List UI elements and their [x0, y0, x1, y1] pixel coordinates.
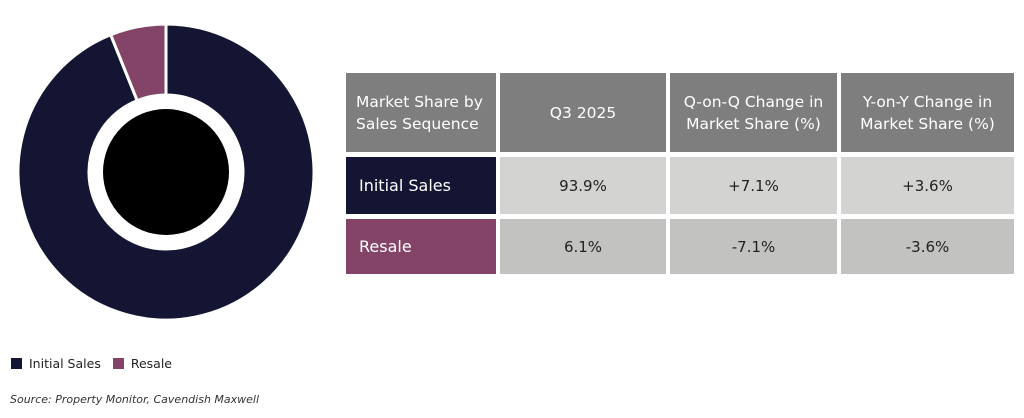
cell-initial-q3: 93.9% [500, 157, 666, 214]
cell-initial-qoq: +7.1% [670, 157, 837, 214]
header-sales-sequence: Market Share by Sales Sequence [346, 73, 496, 152]
donut-slice-resale [108, 22, 168, 103]
cell-initial-yoy: +3.6% [841, 157, 1014, 214]
cell-resale-qoq: -7.1% [670, 219, 837, 274]
cell-resale-yoy: -3.6% [841, 219, 1014, 274]
chart-legend: Initial Sales Resale [11, 356, 172, 371]
donut-slice-initial-sales [16, 22, 316, 322]
legend-label-resale: Resale [130, 356, 172, 371]
row-label-resale: Resale [346, 219, 496, 274]
donut-center [103, 109, 229, 235]
header-qoq: Q-on-Q Change in Market Share (%) [670, 73, 837, 152]
header-q3-2025: Q3 2025 [500, 73, 666, 152]
row-label-initial-sales: Initial Sales [346, 157, 496, 214]
legend-swatch-resale [112, 358, 124, 369]
legend-label-initial-sales: Initial Sales [29, 356, 101, 371]
market-share-table: Market Share by Sales Sequence Q3 2025 Q… [346, 73, 1014, 274]
donut-chart [16, 22, 316, 322]
header-yoy: Y-on-Y Change in Market Share (%) [841, 73, 1014, 152]
source-note: Source: Property Monitor, Cavendish Maxw… [10, 393, 260, 406]
legend-swatch-initial-sales [11, 358, 22, 369]
cell-resale-q3: 6.1% [500, 219, 666, 274]
